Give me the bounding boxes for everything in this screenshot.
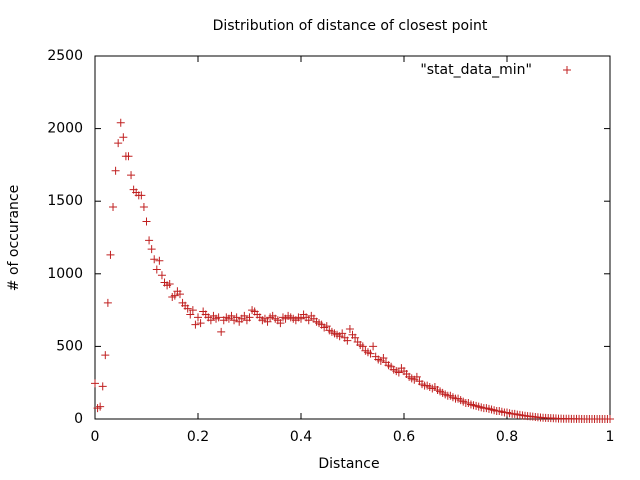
- data-point: [191, 320, 200, 329]
- data-point: [304, 316, 313, 325]
- data-point: [124, 152, 133, 161]
- x-tick-label: 0.8: [496, 429, 518, 445]
- data-point: [379, 354, 388, 363]
- data-point: [150, 255, 159, 264]
- data-point: [175, 290, 184, 299]
- data-point: [606, 415, 614, 423]
- data-point: [369, 342, 378, 351]
- data-point: [358, 342, 367, 351]
- data-point: [345, 324, 354, 333]
- x-tick-label: 0.2: [187, 429, 209, 445]
- y-tick-label: 1500: [47, 193, 83, 209]
- data-point: [188, 306, 197, 315]
- data-point: [217, 327, 226, 336]
- data-point: [98, 382, 107, 391]
- x-tick-label: 0.4: [290, 429, 312, 445]
- data-point: [111, 166, 120, 175]
- data-point: [240, 311, 249, 320]
- data-point: [101, 351, 110, 360]
- data-point: [232, 313, 241, 322]
- x-axis-label: Distance: [318, 456, 379, 472]
- data-point: [412, 372, 421, 381]
- data-point: [183, 304, 192, 313]
- x-tick-label: 0: [91, 429, 100, 445]
- data-point: [103, 298, 112, 307]
- y-tick-label: 500: [56, 338, 83, 354]
- data-point: [196, 319, 205, 328]
- data-point: [152, 265, 161, 274]
- data-point: [245, 313, 254, 322]
- data-point: [194, 313, 202, 322]
- data-point: [155, 256, 164, 265]
- data-point: [137, 191, 146, 200]
- y-tick-label: 1000: [47, 266, 83, 282]
- data-point: [351, 333, 360, 342]
- data-point: [338, 329, 347, 338]
- data-point: [114, 139, 123, 148]
- data-point: [263, 317, 272, 326]
- x-tick-label: 1: [606, 429, 615, 445]
- data-point: [322, 322, 331, 331]
- data-point: [394, 368, 403, 377]
- data-point: [109, 203, 118, 212]
- data-point: [127, 171, 136, 180]
- y-axis-label: # of occurance: [6, 185, 22, 291]
- data-point: [145, 236, 154, 245]
- y-tick-label: 2000: [47, 121, 83, 137]
- data-point: [276, 319, 285, 328]
- data-point: [214, 313, 223, 322]
- data-point: [119, 133, 128, 142]
- legend-marker: [563, 66, 571, 74]
- chart-title: Distribution of distance of closest poin…: [213, 18, 488, 34]
- data-point: [343, 336, 352, 345]
- data-point: [186, 310, 195, 319]
- y-tick-label: 2500: [47, 48, 83, 64]
- data-point: [227, 311, 236, 320]
- x-tick-label: 0.6: [393, 429, 415, 445]
- data-point: [165, 279, 174, 288]
- data-point: [106, 250, 115, 259]
- data-point: [157, 271, 166, 280]
- data-point: [116, 118, 125, 127]
- data-point: [91, 379, 99, 388]
- data-point: [147, 245, 156, 254]
- data-point: [96, 402, 105, 411]
- data-point: [142, 217, 151, 226]
- data-point: [206, 316, 215, 325]
- y-tick-label: 0: [74, 411, 83, 427]
- data-point: [297, 314, 305, 323]
- data-point: [170, 291, 179, 300]
- legend-label: "stat_data_min": [420, 62, 532, 78]
- data-point: [366, 349, 375, 358]
- data-point: [139, 203, 148, 212]
- plot-frame: [94, 55, 611, 420]
